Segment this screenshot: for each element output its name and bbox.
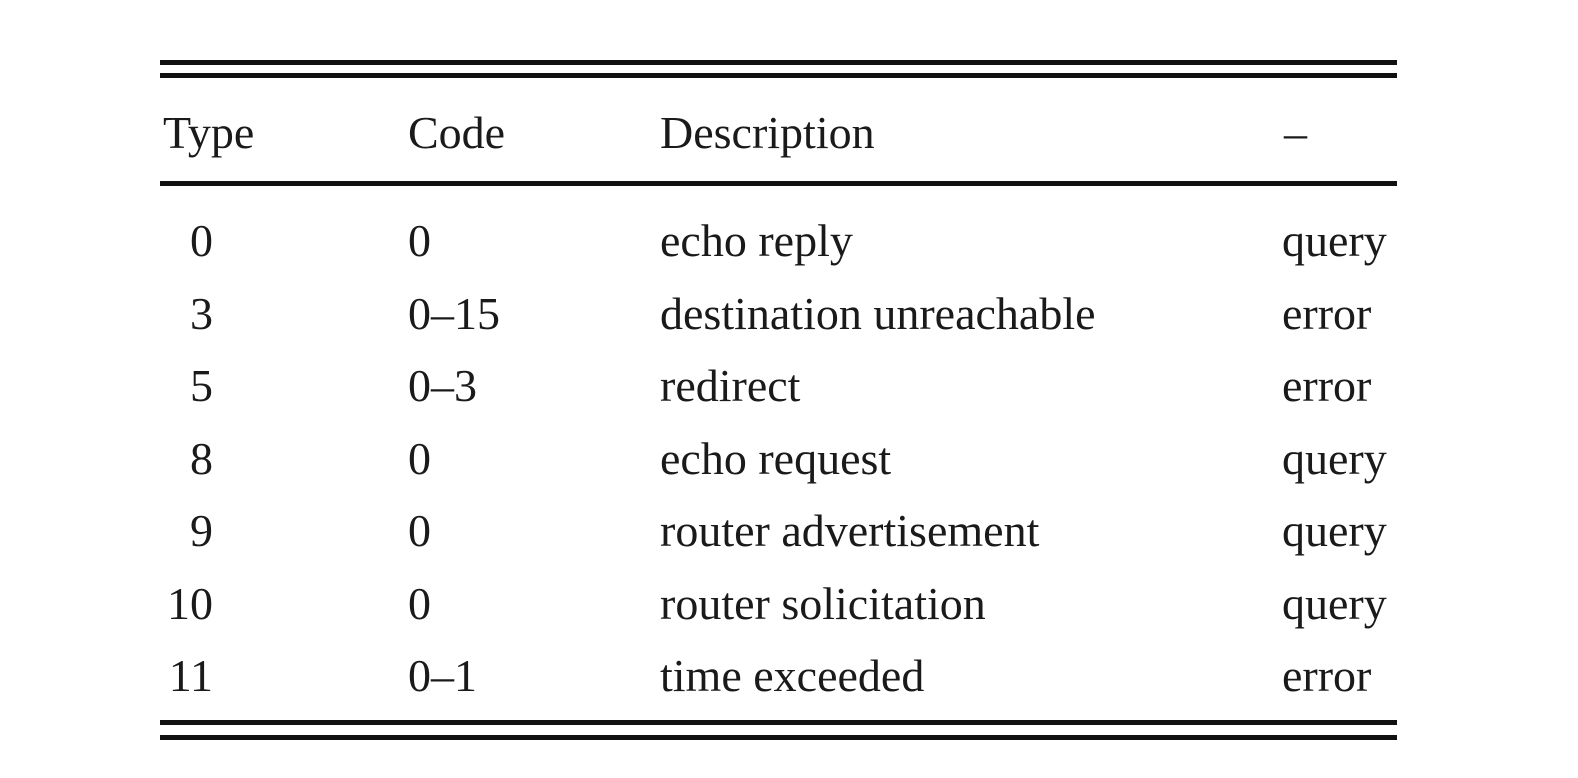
cell-type: 9 xyxy=(190,505,213,556)
header-description: Description xyxy=(660,107,875,158)
cell-class: error xyxy=(1282,650,1372,701)
cell-type: 5 xyxy=(190,360,213,411)
cell-code: 0 xyxy=(408,578,431,629)
cell-description: time exceeded xyxy=(660,650,925,701)
cell-class: query xyxy=(1282,215,1387,266)
cell-description: echo request xyxy=(660,433,892,484)
cell-description: router advertisement xyxy=(660,505,1040,556)
cell-description: destination unreachable xyxy=(660,288,1096,339)
cell-code: 0–1 xyxy=(408,650,477,701)
cell-code: 0 xyxy=(408,215,431,266)
bottom-rule-inner xyxy=(160,735,1397,740)
cell-class: query xyxy=(1282,505,1387,556)
header-type: Type xyxy=(163,107,255,158)
cell-type: 10 xyxy=(167,578,213,629)
cell-type: 3 xyxy=(190,288,213,339)
cell-code: 0–15 xyxy=(408,288,500,339)
cell-description: router solicitation xyxy=(660,578,986,629)
cell-type: 8 xyxy=(190,433,213,484)
top-rule-inner xyxy=(160,73,1397,78)
cell-type: 11 xyxy=(168,650,213,701)
header-rule xyxy=(160,181,1397,186)
header-class: – xyxy=(1284,107,1307,158)
cell-class: query xyxy=(1282,578,1387,629)
cell-class: error xyxy=(1282,360,1372,411)
cell-type: 0 xyxy=(190,215,213,266)
cell-description: echo reply xyxy=(660,215,853,266)
cell-code: 0 xyxy=(408,433,431,484)
top-rule-outer xyxy=(160,60,1397,65)
bottom-rule-outer xyxy=(160,720,1397,725)
cell-description: redirect xyxy=(660,360,801,411)
cell-code: 0–3 xyxy=(408,360,477,411)
cell-class: query xyxy=(1282,433,1387,484)
header-code: Code xyxy=(408,107,506,158)
cell-code: 0 xyxy=(408,505,431,556)
cell-class: error xyxy=(1282,288,1372,339)
